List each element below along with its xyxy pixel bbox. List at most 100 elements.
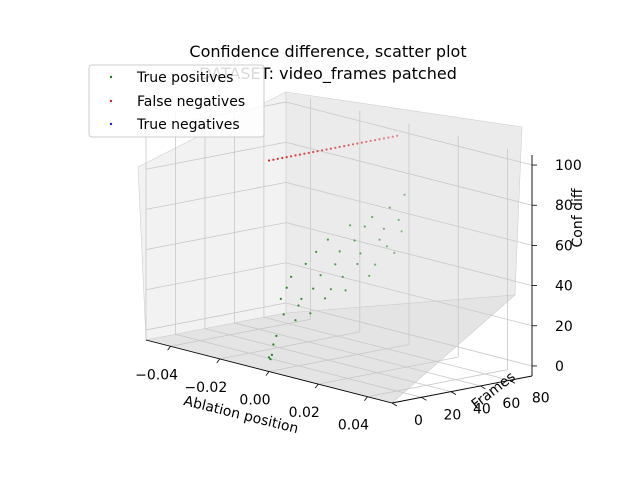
legend-label-true-negatives: True negatives <box>136 117 240 133</box>
data-point-false-negatives <box>365 140 368 143</box>
x-gridline-floor <box>219 331 360 360</box>
y-tick-mark <box>480 385 486 390</box>
data-point-false-negatives <box>303 152 306 155</box>
x-tick-mark <box>265 371 270 376</box>
y-tick-label: 80 <box>532 390 550 406</box>
chart-title: Confidence difference, scatter plot <box>189 42 466 61</box>
data-point-false-negatives <box>387 136 390 139</box>
data-point-true-positives <box>272 343 275 346</box>
y-tick-label: 20 <box>443 407 461 423</box>
data-point-false-negatives <box>272 158 275 161</box>
data-point-false-negatives <box>294 154 297 157</box>
legend-marker-false-negatives <box>109 99 113 103</box>
data-point-false-negatives <box>290 155 293 158</box>
z-gridline-left <box>145 141 287 170</box>
data-point-false-negatives <box>343 145 346 148</box>
y-tick-mark <box>509 379 516 384</box>
y-gridline-floor <box>175 333 422 398</box>
data-point-true-positives <box>371 215 374 219</box>
data-point-true-positives <box>344 289 347 292</box>
data-point-false-negatives <box>347 144 350 147</box>
x-gridline-floor <box>367 369 508 398</box>
data-point-true-positives <box>393 251 396 254</box>
z-tick-label: 100 <box>555 158 582 174</box>
data-point-true-positives <box>368 274 371 277</box>
data-point-true-positives <box>363 225 366 228</box>
y-tick-mark <box>450 391 457 395</box>
data-point-true-positives <box>279 297 282 300</box>
x-tick-label: 0.00 <box>239 393 270 409</box>
data-point-false-negatives <box>334 146 337 149</box>
data-point-false-negatives <box>307 151 310 154</box>
data-point-false-negatives <box>351 143 355 146</box>
data-point-false-negatives <box>374 139 377 142</box>
data-point-true-positives <box>269 358 272 361</box>
z-axis-label: Conf diff <box>570 188 586 247</box>
data-point-true-positives <box>326 238 329 241</box>
x-tick-label: −0.02 <box>184 380 227 396</box>
data-point-false-negatives <box>360 141 363 144</box>
data-point-false-negatives <box>369 139 372 142</box>
y-gridline-floor <box>204 328 452 393</box>
data-point-true-positives <box>374 263 377 266</box>
x-tick-mark <box>216 358 221 364</box>
data-point-true-positives <box>270 353 273 356</box>
data-point-false-negatives <box>382 137 385 140</box>
data-point-false-negatives <box>321 149 324 152</box>
y-tick-mark <box>421 396 427 401</box>
data-point-true-positives <box>312 287 315 290</box>
data-point-true-positives <box>267 356 271 359</box>
data-points <box>267 134 406 361</box>
tick-labels: −0.04 −0.02 0.00 0.02 0.04 0 20 40 60 80 0 20 40 60 80… <box>135 158 582 434</box>
z-gridline-left <box>145 222 287 250</box>
legend: True positives False negatives True nega… <box>88 64 265 138</box>
data-point-true-positives <box>304 262 307 265</box>
data-point-true-positives <box>290 275 293 278</box>
data-point-true-positives <box>282 313 285 316</box>
y-tick-label: 40 <box>473 402 491 418</box>
data-point-false-negatives <box>396 134 399 137</box>
data-point-false-negatives <box>329 147 332 150</box>
axis-lines <box>145 155 537 407</box>
y-gridline-floor <box>234 322 481 387</box>
x-gridline-floor <box>170 318 311 347</box>
z-tick-label: 60 <box>555 238 573 254</box>
data-point-true-positives <box>403 193 406 196</box>
data-point-true-positives <box>378 238 381 241</box>
legend-box <box>88 64 265 138</box>
data-point-true-positives <box>300 297 303 300</box>
data-point-true-positives <box>285 286 288 289</box>
data-point-true-positives <box>334 263 337 266</box>
z-tick-label: 20 <box>555 319 573 335</box>
data-point-false-negatives <box>276 157 279 160</box>
data-point-true-positives <box>315 250 318 253</box>
data-point-true-positives <box>385 245 388 248</box>
y-tick-label: 0 <box>414 413 423 429</box>
data-point-true-positives <box>388 206 391 209</box>
legend-label-true-positives: True positives <box>136 70 233 86</box>
data-point-true-positives <box>397 218 400 221</box>
legend-marker-true-positives <box>109 75 113 79</box>
z-tick-label: 0 <box>555 359 564 375</box>
data-point-false-negatives <box>267 159 271 162</box>
x-tick-label: 0.04 <box>338 418 369 434</box>
data-point-false-negatives <box>285 156 288 159</box>
data-point-true-positives <box>353 239 356 242</box>
data-point-false-negatives <box>325 148 328 151</box>
x-tick-mark <box>314 383 319 389</box>
z-gridline-back <box>285 262 533 327</box>
z-gridline-back <box>285 302 533 367</box>
data-point-true-positives <box>341 275 344 278</box>
data-point-false-negatives <box>378 138 381 141</box>
data-point-true-positives <box>319 274 322 277</box>
z-gridline-back <box>285 182 533 246</box>
x-tick-mark <box>364 396 368 401</box>
y-axis-line <box>391 375 533 404</box>
z-gridline-back <box>285 141 533 206</box>
x-gridline-floor <box>268 344 410 372</box>
z-gridline-left <box>145 262 287 291</box>
data-point-false-negatives <box>312 150 315 154</box>
x-tick-mark <box>167 346 171 351</box>
data-point-true-positives <box>338 250 341 253</box>
data-point-true-positives <box>356 262 359 266</box>
